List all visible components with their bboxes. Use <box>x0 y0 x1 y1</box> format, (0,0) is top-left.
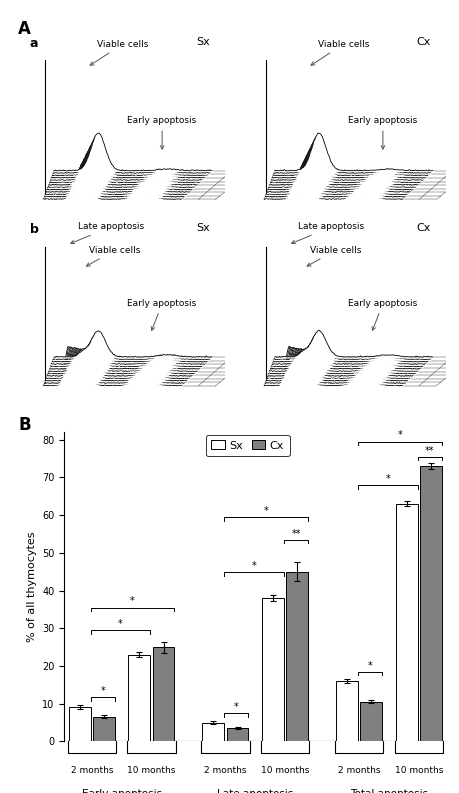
Bar <box>359 702 381 741</box>
Text: **: ** <box>291 529 300 538</box>
Bar <box>68 707 90 741</box>
Text: A: A <box>18 20 31 38</box>
Bar <box>202 722 224 741</box>
Text: B: B <box>18 416 31 435</box>
Text: *: * <box>263 506 268 516</box>
Text: Late apoptosis: Late apoptosis <box>71 223 143 243</box>
Text: *: * <box>367 661 372 671</box>
Y-axis label: % of all thymocytes: % of all thymocytes <box>27 531 37 642</box>
Bar <box>152 647 174 741</box>
Bar <box>128 655 150 741</box>
Text: Early apoptosis: Early apoptosis <box>81 788 161 793</box>
Text: Late apoptosis: Late apoptosis <box>291 223 364 243</box>
Text: *: * <box>100 686 105 696</box>
Text: a: a <box>29 37 38 50</box>
Text: 2 months: 2 months <box>337 766 380 775</box>
Bar <box>226 728 248 741</box>
Text: Early apoptosis: Early apoptosis <box>127 117 196 149</box>
Text: Early apoptosis: Early apoptosis <box>347 117 417 149</box>
Text: 2 months: 2 months <box>204 766 246 775</box>
Text: *: * <box>118 619 123 629</box>
Text: *: * <box>234 702 238 712</box>
Text: 10 months: 10 months <box>127 766 175 775</box>
Text: 10 months: 10 months <box>394 766 442 775</box>
Text: *: * <box>130 596 134 607</box>
Text: Cx: Cx <box>415 37 430 47</box>
Bar <box>419 466 441 741</box>
Text: 10 months: 10 months <box>260 766 308 775</box>
Bar <box>286 572 308 741</box>
Text: Viable cells: Viable cells <box>90 40 148 65</box>
Text: Viable cells: Viable cells <box>310 40 368 65</box>
Text: Viable cells: Viable cells <box>307 246 360 266</box>
Bar <box>93 717 114 741</box>
Bar <box>336 681 357 741</box>
Text: *: * <box>397 431 401 440</box>
Text: Total apoptosis: Total apoptosis <box>349 788 427 793</box>
Bar <box>262 598 283 741</box>
Text: Viable cells: Viable cells <box>86 246 140 266</box>
Text: **: ** <box>424 446 434 455</box>
Text: Sx: Sx <box>196 224 209 233</box>
Bar <box>395 504 417 741</box>
Text: Early apoptosis: Early apoptosis <box>347 299 417 331</box>
Text: Early apoptosis: Early apoptosis <box>127 299 196 331</box>
Text: b: b <box>29 224 39 236</box>
Text: 2 months: 2 months <box>70 766 113 775</box>
Text: Sx: Sx <box>196 37 209 47</box>
Legend: Sx, Cx: Sx, Cx <box>205 435 289 456</box>
Text: Cx: Cx <box>415 224 430 233</box>
Text: Late apoptosis: Late apoptosis <box>217 788 293 793</box>
Text: *: * <box>385 474 389 484</box>
Text: *: * <box>251 561 256 571</box>
